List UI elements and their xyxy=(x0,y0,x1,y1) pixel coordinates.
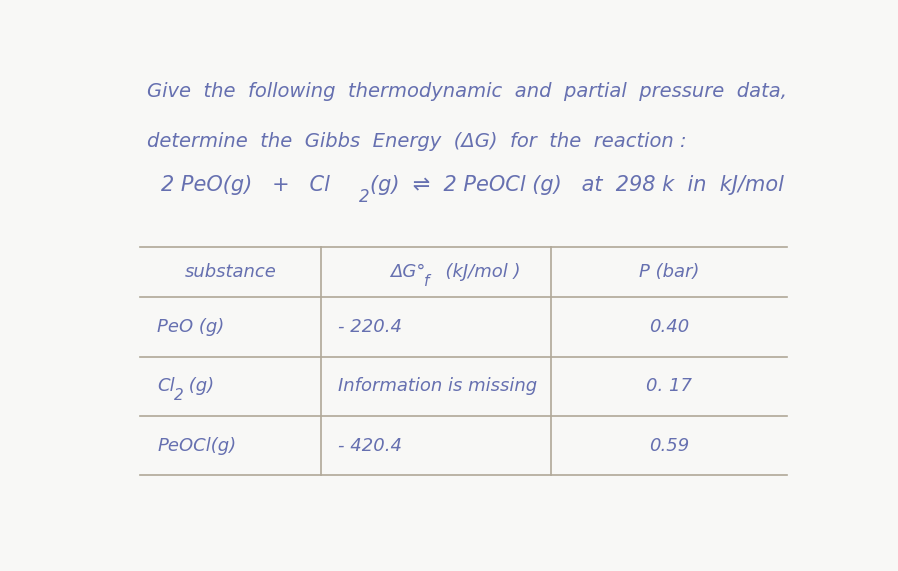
Text: (g): (g) xyxy=(183,377,215,395)
Text: Cl: Cl xyxy=(157,377,175,395)
Text: (g)  ⇌  2 PeOCl (g)   at  298 k  in  kJ/mol: (g) ⇌ 2 PeOCl (g) at 298 k in kJ/mol xyxy=(370,175,784,195)
Text: - 420.4: - 420.4 xyxy=(339,437,402,455)
Text: PeO (g): PeO (g) xyxy=(157,318,224,336)
Text: f: f xyxy=(424,274,429,289)
Text: determine  the  Gibbs  Energy  (ΔG)  for  the  reaction :: determine the Gibbs Energy (ΔG) for the … xyxy=(147,132,687,151)
Text: Give  the  following  thermodynamic  and  partial  pressure  data,: Give the following thermodynamic and par… xyxy=(147,82,787,100)
Text: 2: 2 xyxy=(359,188,370,206)
Text: 2 PeO(g)   +   Cl: 2 PeO(g) + Cl xyxy=(161,175,330,195)
Text: 0.59: 0.59 xyxy=(649,437,689,455)
Text: - 220.4: - 220.4 xyxy=(339,318,402,336)
Text: Information is missing: Information is missing xyxy=(339,377,538,395)
Text: P (bar): P (bar) xyxy=(638,263,700,281)
Text: ΔG°: ΔG° xyxy=(391,263,426,281)
Text: 2: 2 xyxy=(174,388,184,403)
Text: 0.40: 0.40 xyxy=(649,318,689,336)
Text: 0. 17: 0. 17 xyxy=(646,377,692,395)
Text: substance: substance xyxy=(185,263,277,281)
Text: (kJ/mol ): (kJ/mol ) xyxy=(435,263,521,281)
Text: PeOCl(g): PeOCl(g) xyxy=(157,437,236,455)
